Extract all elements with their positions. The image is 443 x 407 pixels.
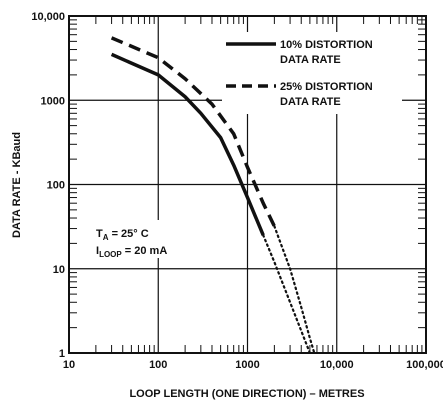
x-tick-label: 1000 <box>235 359 259 371</box>
current-subscript: LOOP <box>99 250 122 259</box>
minor-ticks <box>69 16 426 353</box>
x-tick-label: 100,000 <box>406 359 443 371</box>
series-extrapolation-25-percent <box>273 225 316 355</box>
temperature-condition: TA = 25° C <box>96 228 149 242</box>
temperature-subscript: A <box>103 233 109 242</box>
legend: 10% DISTORTION DATA RATE 25% DISTORTION … <box>222 32 402 114</box>
y-tick-label: 10 <box>53 264 65 276</box>
loop-current-condition: ILOOP = 20 mA <box>96 245 167 259</box>
legend-label-25-percent-line2: DATA RATE <box>280 96 341 108</box>
y-tick-label: 1000 <box>41 95 65 107</box>
series-group <box>110 36 316 355</box>
x-axis-title: LOOP LENGTH (ONE DIRECTION) – METRES <box>129 388 364 400</box>
series-line-25-percent <box>110 36 276 227</box>
x-tick-labels: 10 100 1000 10,000 100,000 <box>63 359 443 371</box>
y-tick-label: 10,000 <box>31 11 65 23</box>
y-tick-label: 1 <box>59 348 65 360</box>
x-tick-label: 10,000 <box>320 359 354 371</box>
conditions-annotation: TA = 25° C ILOOP = 20 mA <box>92 220 202 259</box>
y-axis-title: DATA RATE - KBaud <box>11 132 23 238</box>
current-symbol: I <box>96 245 99 257</box>
x-tick-label: 10 <box>63 359 75 371</box>
annotation-background <box>92 220 202 258</box>
series-extrapolation-10-percent <box>262 234 311 355</box>
temperature-symbol: T <box>96 228 103 240</box>
x-tick-label: 100 <box>149 359 167 371</box>
y-tick-labels: 1 10 100 1000 10,000 <box>31 11 65 360</box>
legend-label-25-percent-line1: 25% DISTORTION <box>280 81 373 93</box>
series-line-10-percent <box>110 52 265 236</box>
current-value: = 20 mA <box>122 245 168 257</box>
y-tick-label: 100 <box>47 180 65 192</box>
legend-label-10-percent-line1: 10% DISTORTION <box>280 39 373 51</box>
temperature-value: = 25° C <box>109 228 149 240</box>
legend-label-10-percent-line2: DATA RATE <box>280 54 341 66</box>
